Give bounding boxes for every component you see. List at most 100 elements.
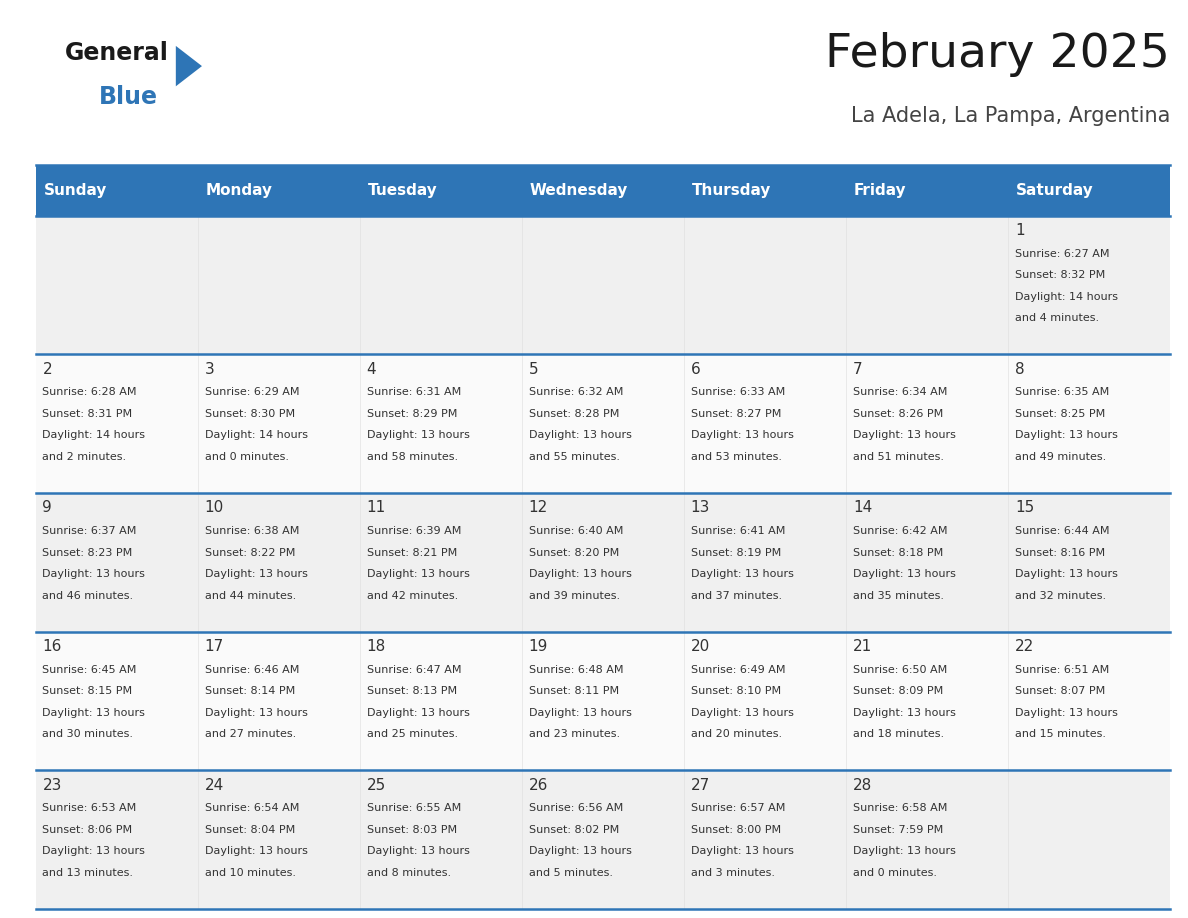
Text: Daylight: 13 hours: Daylight: 13 hours <box>367 846 469 856</box>
Text: Daylight: 14 hours: Daylight: 14 hours <box>204 431 308 441</box>
Text: General: General <box>65 41 169 65</box>
Bar <box>684 354 846 493</box>
Bar <box>522 165 684 216</box>
Bar <box>522 770 684 909</box>
Text: and 44 minutes.: and 44 minutes. <box>204 590 296 600</box>
Text: Sunrise: 6:34 AM: Sunrise: 6:34 AM <box>853 387 947 397</box>
Text: Daylight: 13 hours: Daylight: 13 hours <box>690 569 794 579</box>
Bar <box>197 493 360 632</box>
Text: Sunset: 8:20 PM: Sunset: 8:20 PM <box>529 547 619 557</box>
Bar <box>1009 216 1170 354</box>
Text: Daylight: 13 hours: Daylight: 13 hours <box>529 846 632 856</box>
Text: Daylight: 13 hours: Daylight: 13 hours <box>690 846 794 856</box>
Bar <box>522 493 684 632</box>
Bar <box>846 493 1009 632</box>
Text: and 55 minutes.: and 55 minutes. <box>529 452 620 462</box>
Text: Sunrise: 6:38 AM: Sunrise: 6:38 AM <box>204 526 299 536</box>
Text: Sunrise: 6:50 AM: Sunrise: 6:50 AM <box>853 665 947 675</box>
Text: 11: 11 <box>367 500 386 515</box>
Text: and 35 minutes.: and 35 minutes. <box>853 590 943 600</box>
Text: and 25 minutes.: and 25 minutes. <box>367 729 457 739</box>
Text: 28: 28 <box>853 778 872 792</box>
Text: 13: 13 <box>690 500 710 515</box>
Text: 21: 21 <box>853 639 872 654</box>
Text: Sunset: 8:03 PM: Sunset: 8:03 PM <box>367 824 456 834</box>
Text: and 18 minutes.: and 18 minutes. <box>853 729 944 739</box>
Text: Sunrise: 6:47 AM: Sunrise: 6:47 AM <box>367 665 461 675</box>
Text: Sunrise: 6:37 AM: Sunrise: 6:37 AM <box>43 526 137 536</box>
Bar <box>360 216 522 354</box>
Text: 1: 1 <box>1015 223 1024 239</box>
Polygon shape <box>176 46 202 86</box>
Bar <box>197 770 360 909</box>
Text: Sunrise: 6:27 AM: Sunrise: 6:27 AM <box>1015 249 1110 259</box>
Text: and 27 minutes.: and 27 minutes. <box>204 729 296 739</box>
Text: Sunset: 8:06 PM: Sunset: 8:06 PM <box>43 824 133 834</box>
Text: 19: 19 <box>529 639 548 654</box>
Text: Daylight: 13 hours: Daylight: 13 hours <box>367 431 469 441</box>
Text: Daylight: 13 hours: Daylight: 13 hours <box>529 569 632 579</box>
Text: Daylight: 13 hours: Daylight: 13 hours <box>43 708 145 718</box>
Text: Sunset: 8:28 PM: Sunset: 8:28 PM <box>529 409 619 419</box>
Text: and 2 minutes.: and 2 minutes. <box>43 452 127 462</box>
Text: 3: 3 <box>204 362 214 377</box>
Text: Sunset: 8:02 PM: Sunset: 8:02 PM <box>529 824 619 834</box>
Text: 7: 7 <box>853 362 862 377</box>
Text: Sunrise: 6:35 AM: Sunrise: 6:35 AM <box>1015 387 1110 397</box>
Bar <box>36 216 197 354</box>
Bar <box>846 632 1009 770</box>
Text: 9: 9 <box>43 500 52 515</box>
Bar <box>36 354 197 493</box>
Text: 15: 15 <box>1015 500 1035 515</box>
Text: February 2025: February 2025 <box>826 32 1170 77</box>
Bar <box>197 165 360 216</box>
Text: Tuesday: Tuesday <box>368 183 437 198</box>
Text: Sunrise: 6:31 AM: Sunrise: 6:31 AM <box>367 387 461 397</box>
Text: Daylight: 13 hours: Daylight: 13 hours <box>1015 569 1118 579</box>
Bar <box>1009 770 1170 909</box>
Text: Daylight: 13 hours: Daylight: 13 hours <box>853 431 955 441</box>
Text: and 0 minutes.: and 0 minutes. <box>204 452 289 462</box>
Text: Daylight: 13 hours: Daylight: 13 hours <box>367 569 469 579</box>
Text: Sunrise: 6:51 AM: Sunrise: 6:51 AM <box>1015 665 1110 675</box>
Text: Sunrise: 6:48 AM: Sunrise: 6:48 AM <box>529 665 624 675</box>
Text: Daylight: 13 hours: Daylight: 13 hours <box>690 431 794 441</box>
Bar <box>684 770 846 909</box>
Text: and 58 minutes.: and 58 minutes. <box>367 452 457 462</box>
Text: and 5 minutes.: and 5 minutes. <box>529 868 613 878</box>
Text: Sunset: 8:21 PM: Sunset: 8:21 PM <box>367 547 457 557</box>
Text: 26: 26 <box>529 778 548 792</box>
Text: and 53 minutes.: and 53 minutes. <box>690 452 782 462</box>
Text: Daylight: 13 hours: Daylight: 13 hours <box>529 708 632 718</box>
Text: Sunset: 8:23 PM: Sunset: 8:23 PM <box>43 547 133 557</box>
Text: Sunset: 8:29 PM: Sunset: 8:29 PM <box>367 409 457 419</box>
Text: Sunset: 8:32 PM: Sunset: 8:32 PM <box>1015 271 1105 280</box>
Text: Sunset: 8:25 PM: Sunset: 8:25 PM <box>1015 409 1105 419</box>
Text: Daylight: 13 hours: Daylight: 13 hours <box>43 846 145 856</box>
Text: and 37 minutes.: and 37 minutes. <box>690 590 782 600</box>
Bar <box>197 354 360 493</box>
Text: Daylight: 13 hours: Daylight: 13 hours <box>853 846 955 856</box>
Text: Sunset: 8:16 PM: Sunset: 8:16 PM <box>1015 547 1105 557</box>
Text: 16: 16 <box>43 639 62 654</box>
Bar <box>360 632 522 770</box>
Bar <box>846 354 1009 493</box>
Text: 17: 17 <box>204 639 223 654</box>
Text: 12: 12 <box>529 500 548 515</box>
Bar <box>684 165 846 216</box>
Text: 20: 20 <box>690 639 710 654</box>
Text: Sunset: 8:14 PM: Sunset: 8:14 PM <box>204 686 295 696</box>
Text: Daylight: 13 hours: Daylight: 13 hours <box>367 708 469 718</box>
Bar <box>36 493 197 632</box>
Text: 2: 2 <box>43 362 52 377</box>
Text: Sunset: 8:07 PM: Sunset: 8:07 PM <box>1015 686 1105 696</box>
Bar <box>522 216 684 354</box>
Text: Sunrise: 6:46 AM: Sunrise: 6:46 AM <box>204 665 299 675</box>
Text: Sunrise: 6:58 AM: Sunrise: 6:58 AM <box>853 803 947 813</box>
Bar <box>36 165 197 216</box>
Text: Sunset: 8:00 PM: Sunset: 8:00 PM <box>690 824 781 834</box>
Text: Sunrise: 6:55 AM: Sunrise: 6:55 AM <box>367 803 461 813</box>
Text: and 4 minutes.: and 4 minutes. <box>1015 313 1099 323</box>
Bar <box>360 770 522 909</box>
Text: Friday: Friday <box>854 183 906 198</box>
